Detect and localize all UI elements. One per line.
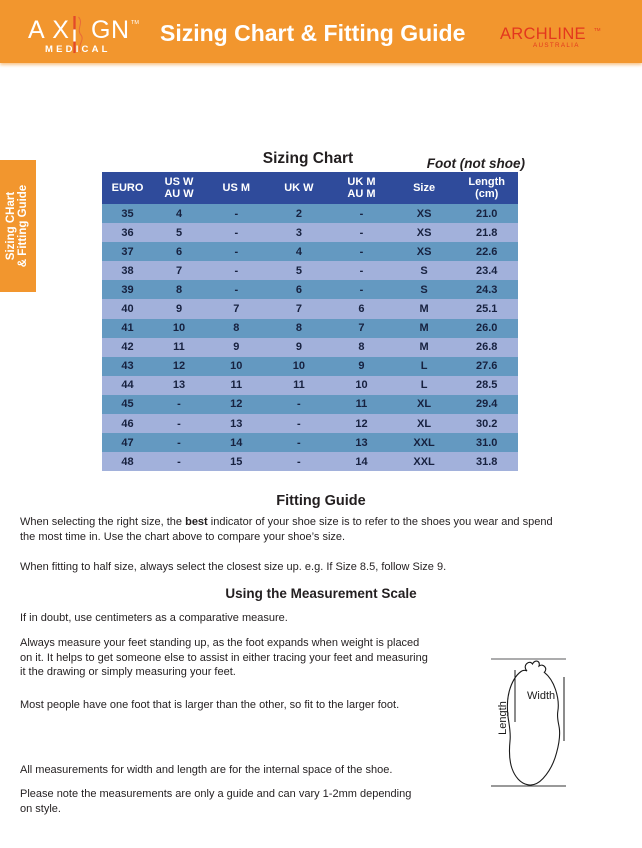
svg-text:A X: A X xyxy=(28,16,70,44)
svg-text:TM: TM xyxy=(594,27,601,32)
svg-text:ARCHLINE: ARCHLINE xyxy=(500,25,586,43)
svg-text:Length: Length xyxy=(497,701,509,735)
svg-text:GN: GN xyxy=(91,16,130,44)
svg-text:MEDICAL: MEDICAL xyxy=(45,44,111,54)
svg-text:Width: Width xyxy=(527,690,555,702)
svg-text:AUSTRALIA: AUSTRALIA xyxy=(533,42,580,49)
svg-text:TM: TM xyxy=(131,20,139,26)
